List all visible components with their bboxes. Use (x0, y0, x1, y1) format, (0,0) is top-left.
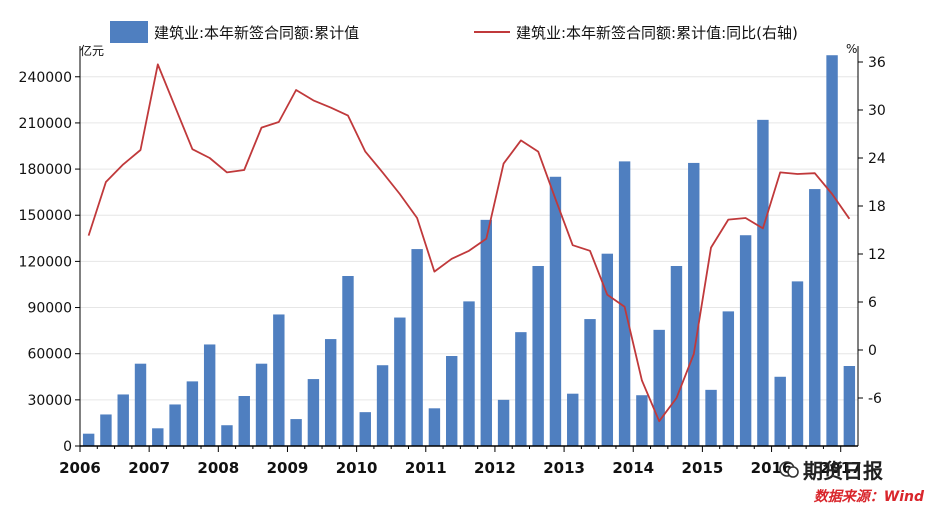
left-axis-unit: 亿元 (80, 44, 105, 58)
bar (843, 366, 856, 446)
legend-bar-swatch (110, 21, 148, 43)
bar (532, 266, 544, 446)
legend-line-swatch (474, 31, 510, 33)
chat-bubble-icon (779, 460, 799, 478)
bar (446, 356, 458, 446)
bar (653, 329, 665, 446)
line-series (87, 63, 851, 423)
bar-series (82, 55, 856, 447)
left-tick-label: 180000 (19, 162, 72, 178)
bar (169, 404, 181, 446)
bar (670, 266, 683, 446)
bar (359, 412, 371, 446)
bar (152, 428, 164, 446)
bar (549, 176, 562, 446)
left-tick-label: 240000 (19, 70, 72, 86)
bar (584, 319, 596, 446)
left-tick-label: 30000 (27, 393, 72, 409)
legend-bar-label: 建筑业:本年新签合同额:累计值 (154, 23, 360, 42)
bar (567, 393, 579, 446)
right-tick-label: 18 (868, 199, 886, 215)
watermark: 期货日报 (778, 455, 883, 484)
bar (480, 219, 492, 446)
right-tick-label: 12 (868, 247, 886, 263)
right-tick-label: -6 (868, 391, 882, 407)
x-tick-label: 2010 (336, 459, 378, 477)
bar (324, 339, 337, 446)
right-tick-label: 36 (868, 55, 886, 71)
bar (186, 381, 199, 446)
bar (515, 332, 527, 446)
x-tick-label: 2006 (59, 459, 101, 477)
bar (307, 379, 320, 446)
x-tick-label: 2017 (820, 459, 862, 477)
x-tick-label: 2007 (128, 459, 170, 477)
bar (376, 365, 389, 446)
bar (774, 376, 786, 446)
bar (203, 344, 216, 446)
bar (100, 414, 112, 446)
right-axis-unit: % (846, 42, 858, 56)
bar (411, 249, 423, 446)
bar (134, 363, 147, 446)
left-tick-label: 60000 (27, 347, 72, 363)
bar (618, 161, 631, 446)
left-tick-label: 210000 (19, 116, 72, 132)
bar (273, 314, 285, 446)
left-tick-label: 0 (63, 439, 72, 455)
x-tick-label: 2008 (197, 459, 239, 477)
bar (757, 119, 769, 446)
legend-bar-entry: 建筑业:本年新签合同额:累计值 (110, 20, 359, 44)
bar (221, 425, 233, 446)
bar (342, 276, 354, 446)
bar (791, 281, 804, 446)
bar (722, 311, 735, 446)
bar (809, 189, 821, 447)
bar (238, 396, 250, 446)
bar (705, 389, 717, 446)
x-tick-label: 2009 (267, 459, 309, 477)
bar (636, 395, 648, 446)
right-tick-label: 6 (868, 295, 877, 311)
x-tick-label: 2011 (405, 459, 447, 477)
left-tick-label: 90000 (27, 301, 72, 317)
bar (428, 408, 441, 446)
bar (826, 55, 838, 446)
left-tick-label: 120000 (19, 254, 72, 270)
axes: 0 30000 60000 90000 120000 150000 180000 210000… (19, 46, 886, 477)
x-tick-label: 2014 (612, 459, 654, 477)
bar (601, 253, 614, 446)
left-tick-label: 150000 (19, 208, 72, 224)
source-note: 数据来源：Wind (813, 489, 924, 505)
bar (117, 394, 129, 446)
yoy-line (87, 63, 851, 423)
right-tick-label: 30 (868, 103, 886, 119)
bar (82, 433, 95, 446)
right-tick-label: 24 (868, 151, 886, 167)
bar (739, 235, 752, 446)
x-tick-label: 2015 (682, 459, 724, 477)
bar (290, 419, 302, 446)
bar (688, 162, 700, 446)
legend-line-entry: 建筑业:本年新签合同额:累计值:同比(右轴) (474, 20, 798, 44)
x-tick-label: 2012 (474, 459, 516, 477)
bar (394, 317, 406, 446)
bar (497, 399, 510, 446)
legend-line-label: 建筑业:本年新签合同额:累计值:同比(右轴) (516, 23, 798, 42)
watermark-text: 期货日报 (803, 459, 883, 483)
x-tick-label: 2013 (543, 459, 585, 477)
bar (255, 363, 268, 446)
bar (463, 301, 475, 446)
right-tick-label: 0 (868, 343, 877, 359)
